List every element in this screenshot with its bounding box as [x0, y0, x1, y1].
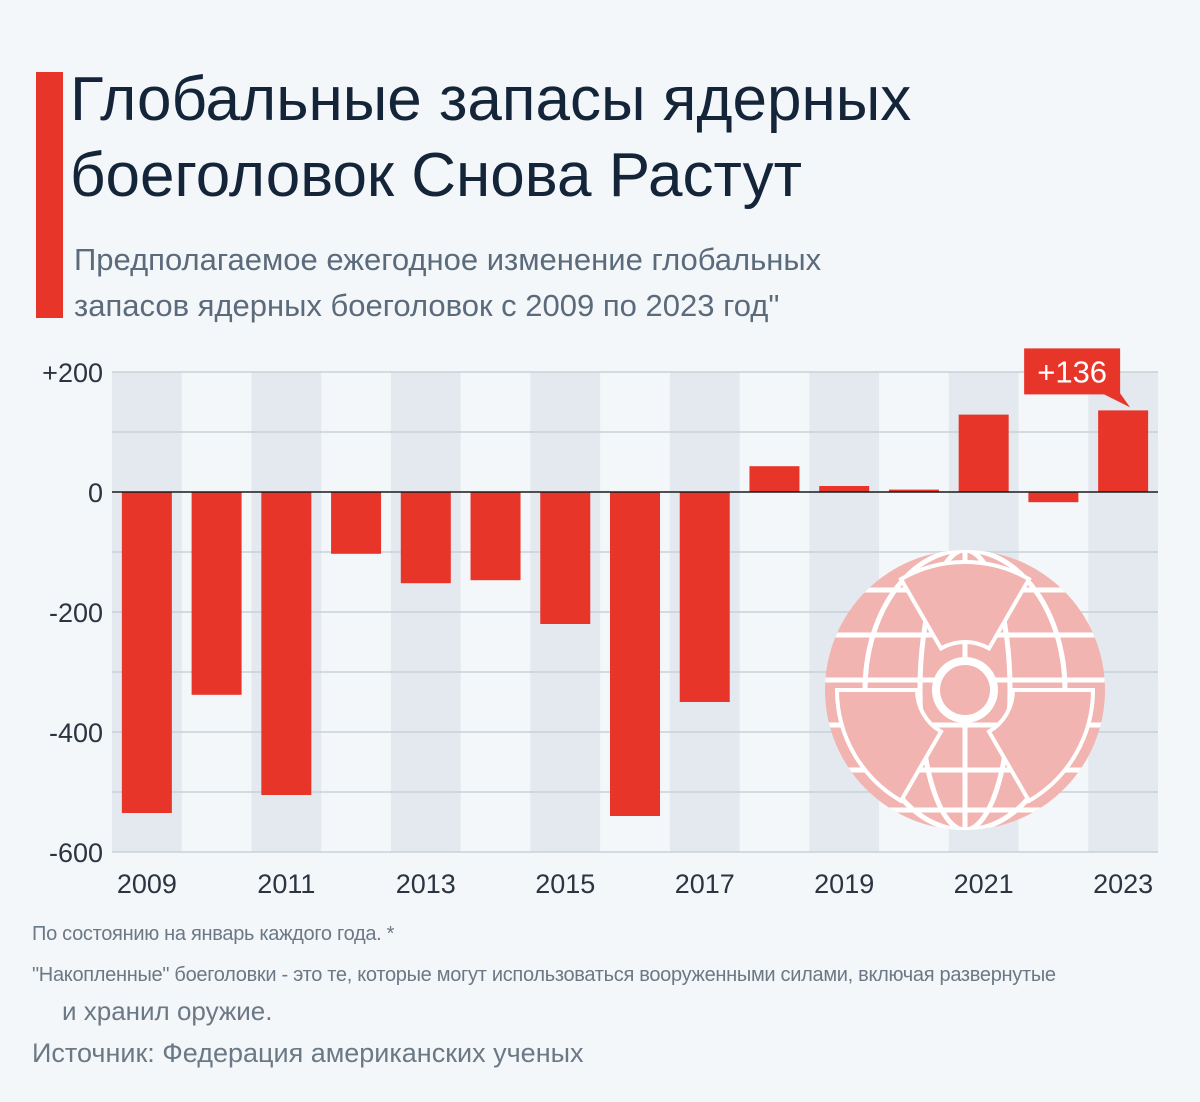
x-axis-ticks: 2009 2011 2013 2015 2017 2019 2021 2023: [117, 869, 1153, 899]
y-tick-label: -400: [49, 718, 103, 748]
bar-2018: [749, 466, 800, 492]
chart-title: Глобальные запасы ядерных боеголовок Сно…: [70, 62, 1170, 214]
bar-2019: [819, 486, 870, 492]
subtitle-line-2: запасов ядерных боеголовок с 2009 по 202…: [74, 288, 780, 323]
x-tick-label: 2017: [675, 869, 735, 899]
y-tick-label: -200: [49, 598, 103, 628]
y-tick-label: -600: [49, 838, 103, 868]
bar-2022: [1028, 492, 1079, 503]
trefoil-blade: [898, 560, 1032, 652]
subtitle-line-1: Предполагаемое ежегодное изменение глоба…: [74, 242, 822, 277]
x-tick-label: 2015: [535, 869, 595, 899]
title-line-2: боеголовок Снова Растут: [70, 141, 802, 210]
y-axis-ticks: +200 0 -200 -400 -600: [42, 358, 103, 868]
x-tick-label: 2009: [117, 869, 177, 899]
bar-2016: [610, 492, 660, 816]
callout-label: +136: [1037, 354, 1107, 389]
footnote-definition: "Накопленные" боеголовки - это те, котор…: [32, 964, 1056, 986]
callout-pointer: [1102, 393, 1131, 408]
callout-2023: +136: [1024, 348, 1131, 408]
chart-subtitle: Предполагаемое ежегодное изменение глоба…: [74, 237, 1124, 329]
trefoil-center: [940, 665, 990, 715]
bar-2023: [1098, 410, 1149, 492]
trefoil-blade: [986, 688, 1096, 804]
bar-2012: [331, 492, 382, 554]
bar-2011: [261, 492, 312, 795]
bars: [121, 410, 1149, 816]
bar-2014: [470, 492, 521, 581]
bar-2013: [400, 492, 451, 584]
footnote-definition-cont: и хранил оружие.: [62, 996, 273, 1026]
bar-2017: [679, 492, 730, 702]
bar-2009: [121, 492, 172, 813]
title-accent-bar: [36, 72, 63, 318]
bar-2021: [958, 414, 1009, 492]
globe-radiation-icon: [825, 550, 1105, 830]
x-tick-label: 2011: [257, 869, 315, 899]
source-note: Источник: Федерация американских ученых: [32, 1038, 584, 1068]
bar-2010: [191, 492, 242, 695]
meridian-inner: [917, 550, 1013, 830]
title-line-1: Глобальные запасы ядерных: [70, 65, 912, 134]
bar-2020: [888, 489, 939, 492]
x-tick-label: 2021: [954, 869, 1014, 899]
radiation-trefoil: [834, 560, 1096, 804]
x-tick-label: 2019: [814, 869, 874, 899]
footnote-as-of: По состоянию на январь каждого года. *: [32, 923, 395, 945]
x-tick-label: 2023: [1093, 869, 1153, 899]
callout-box: [1024, 348, 1121, 395]
trefoil-blade: [834, 688, 944, 804]
bar-2015: [540, 492, 591, 624]
x-tick-label: 2013: [396, 869, 456, 899]
y-tick-label: 0: [88, 478, 103, 508]
bar-chart: +200 0 -200 -400 -600 2009 2011 2013 2015 2017 20…: [0, 340, 1200, 910]
y-tick-label: +200: [42, 358, 103, 388]
